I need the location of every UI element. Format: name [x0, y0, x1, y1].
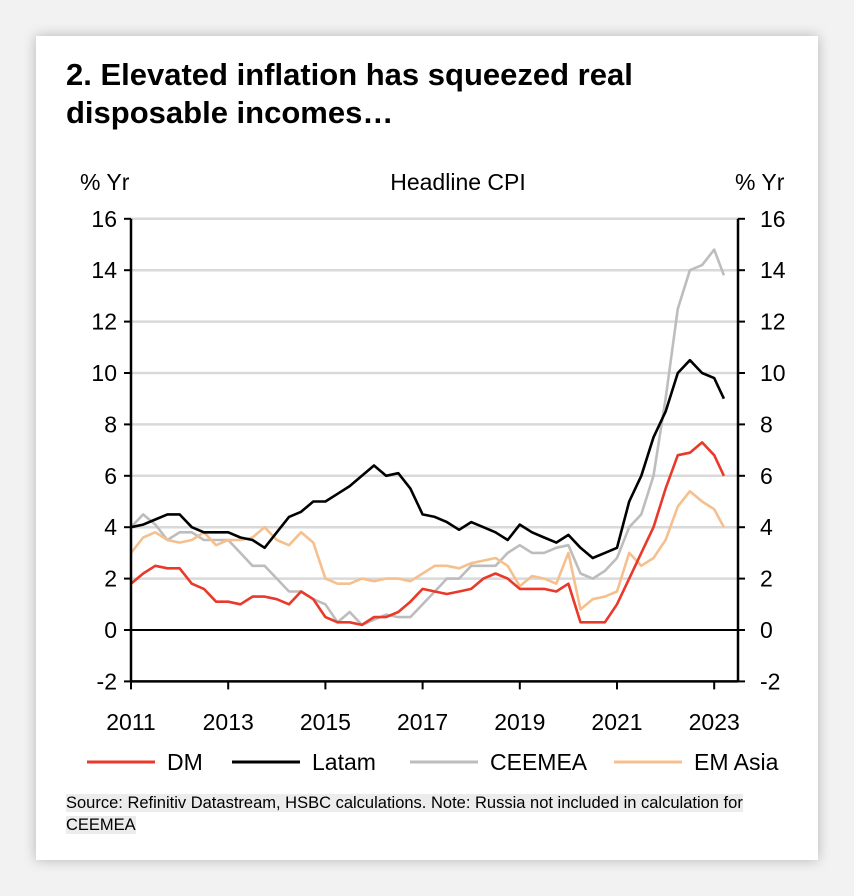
y-tick-label-right: 14 — [760, 257, 786, 283]
x-tick-label: 2023 — [689, 709, 740, 735]
y-tick-label-right: 8 — [760, 411, 773, 437]
legend-label-em-asia: EM Asia — [694, 749, 779, 775]
y-tick-label-left: 12 — [91, 309, 117, 335]
y-tick-label-right: 2 — [760, 566, 773, 592]
y-tick-label-right: 10 — [760, 360, 786, 386]
x-tick-label: 2021 — [591, 709, 642, 735]
series-line-em-asia — [129, 489, 726, 611]
y-tick-label-left: 0 — [104, 617, 117, 643]
y-tick-label-left: 16 — [91, 206, 117, 232]
y-tick-label-left: 10 — [91, 360, 117, 386]
y-tick-label-right: 16 — [760, 206, 786, 232]
y-tick-label-right: -2 — [760, 668, 780, 694]
x-tick-label: 2013 — [203, 709, 254, 735]
chart-title: Headline CPI — [390, 169, 526, 195]
y-tick-label-left: -2 — [97, 668, 117, 694]
y-tick-label-left: 4 — [104, 514, 117, 540]
legend-label-dm: DM — [167, 749, 203, 775]
y-tick-label-left: 6 — [104, 463, 117, 489]
series-line-latam — [130, 358, 726, 560]
y-tick-label-right: 4 — [760, 514, 773, 540]
x-tick-label: 2019 — [494, 709, 545, 735]
y-tick-label-left: 2 — [104, 566, 117, 592]
x-tick-label: 2015 — [300, 709, 351, 735]
legend-label-ceemea: CEEMEA — [490, 749, 588, 775]
chart-card — [36, 36, 818, 860]
chart-heading: 2. Elevated inflation has squeezed real … — [66, 57, 633, 130]
y-axis-label-right: % Yr — [735, 169, 785, 195]
y-tick-label-right: 0 — [760, 617, 773, 643]
x-tick-label: 2011 — [106, 709, 155, 735]
source-text: Source: Refinitiv Datastream, HSBC calcu… — [66, 794, 743, 834]
y-tick-label-left: 8 — [104, 411, 117, 437]
series-line-dm — [130, 441, 726, 627]
x-tick-label: 2017 — [397, 709, 448, 735]
y-tick-label-right: 6 — [760, 463, 773, 489]
source-note: Source: Refinitiv Datastream, HSBC calcu… — [66, 792, 756, 836]
y-tick-label-right: 12 — [760, 309, 786, 335]
y-axis-label-left: % Yr — [80, 169, 130, 195]
y-tick-label-left: 14 — [91, 257, 117, 283]
legend-label-latam: Latam — [312, 749, 376, 775]
series-line-ceemea — [130, 248, 726, 627]
